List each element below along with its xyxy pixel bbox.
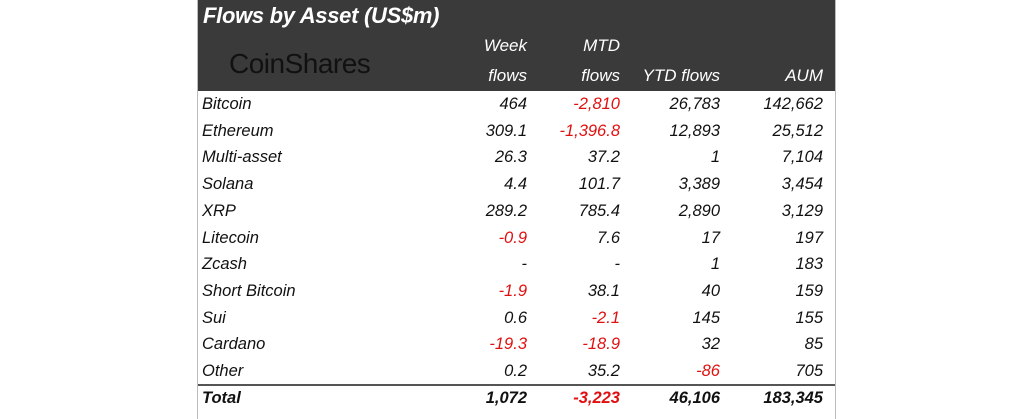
cell-value: -2.1 [591, 308, 620, 327]
cell-value: 38.1 [587, 281, 620, 300]
column-header: MTD [583, 36, 620, 55]
cell-value: -2,810 [573, 95, 620, 113]
cell-value: 705 [795, 362, 823, 380]
cell-value: 7.6 [597, 228, 620, 247]
cell-value: 289.2 [485, 201, 527, 220]
cell-value: 183,345 [763, 389, 823, 407]
cell-value: -19.3 [489, 335, 527, 354]
asset-name: Bitcoin [202, 95, 252, 113]
cell-value: -86 [696, 362, 720, 380]
cell-value: 3,129 [781, 201, 823, 220]
asset-name: Ethereum [202, 121, 274, 140]
cell-value: 785.4 [578, 201, 620, 220]
table-row: Zcash - - 1 183 [198, 252, 835, 278]
table-row: Solana 4.4 101.7 3,389 3,454 [198, 172, 835, 198]
table-row: Ethereum 309.1 -1,396.8 12,893 25,512 [198, 119, 835, 145]
column-header: flows [581, 66, 620, 85]
table-row: Litecoin -0.9 7.6 17 197 [198, 226, 835, 252]
cell-value: 0.2 [504, 362, 527, 380]
cell-value: 159 [795, 281, 823, 300]
asset-name: Other [202, 362, 244, 380]
cell-value: 1 [710, 255, 720, 274]
cell-value: 155 [795, 308, 823, 327]
cell-value: 17 [701, 228, 720, 247]
cell-value: 12,893 [669, 121, 720, 140]
cell-value: 101.7 [578, 175, 620, 194]
asset-name: Short Bitcoin [202, 281, 296, 300]
total-divider [198, 384, 835, 386]
column-header: flows [488, 66, 527, 85]
table-row: Cardano -19.3 -18.9 32 85 [198, 332, 835, 358]
cell-value: 7,104 [781, 148, 823, 167]
table-header: Flows by Asset (US$m) CoinShares Week flo… [198, 0, 835, 91]
cell-value: 145 [692, 308, 720, 327]
asset-name: Total [202, 389, 241, 407]
asset-name: Sui [202, 308, 226, 327]
asset-name: XRP [202, 201, 236, 220]
cell-value: -1,396.8 [559, 121, 620, 140]
table-row: Multi-asset 26.3 37.2 1 7,104 [198, 145, 835, 171]
cell-value: 3,389 [678, 175, 720, 194]
cell-value: 1,072 [485, 389, 527, 407]
table-row: Other 0.2 35.2 -86 705 [198, 359, 835, 385]
cell-value: 3,454 [781, 175, 823, 194]
asset-name: Zcash [202, 255, 247, 274]
cell-value: 1 [710, 148, 720, 167]
asset-name: Cardano [202, 335, 266, 354]
cell-value: 26,783 [669, 95, 720, 113]
table-row: Sui 0.6 -2.1 145 155 [198, 306, 835, 332]
column-header: YTD flows [642, 66, 720, 85]
cell-value: 4.4 [504, 175, 527, 194]
cell-value: 183 [795, 255, 823, 274]
cell-value: 32 [701, 335, 720, 354]
asset-name: Solana [202, 175, 254, 194]
asset-name: Litecoin [202, 228, 259, 247]
coinshares-logo: CoinShares [229, 48, 371, 79]
cell-value: -1.9 [498, 281, 527, 300]
cell-value: 142,662 [763, 95, 823, 113]
column-header: AUM [785, 66, 823, 85]
total-row: Total 1,072 -3,223 46,106 183,345 [198, 386, 835, 412]
cell-value: 35.2 [587, 362, 620, 380]
cell-value: -3,223 [573, 389, 620, 407]
cell-value: 309.1 [485, 121, 527, 140]
table-title: Flows by Asset (US$m) [203, 3, 440, 28]
cell-value: 26.3 [494, 148, 527, 167]
cell-value: - [521, 255, 528, 274]
cell-value: 46,106 [669, 389, 720, 407]
cell-value: -0.9 [498, 228, 527, 247]
cell-value: - [614, 255, 621, 274]
cell-value: 37.2 [587, 148, 620, 167]
cell-value: 0.6 [504, 308, 527, 327]
cell-value: 197 [795, 228, 823, 247]
table-row: Short Bitcoin -1.9 38.1 40 159 [198, 279, 835, 305]
cell-value: 40 [701, 281, 720, 300]
cell-value: 85 [804, 335, 823, 354]
cell-value: 25,512 [772, 121, 823, 140]
table-row: Bitcoin 464 -2,810 26,783 142,662 [198, 92, 835, 118]
column-header: Week [483, 36, 527, 55]
asset-name: Multi-asset [202, 148, 282, 167]
table-row: XRP 289.2 785.4 2,890 3,129 [198, 199, 835, 225]
cell-value: -18.9 [582, 335, 620, 354]
flows-table: Flows by Asset (US$m) CoinShares Week flo… [197, 0, 836, 419]
cell-value: 464 [499, 95, 527, 113]
cell-value: 2,890 [678, 201, 720, 220]
